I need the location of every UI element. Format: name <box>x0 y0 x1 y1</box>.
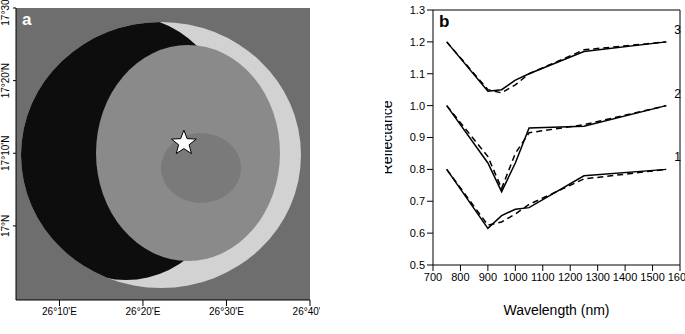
svg-text:0.5: 0.5 <box>410 259 425 271</box>
svg-text:1600: 1600 <box>668 271 685 283</box>
svg-text:0.9: 0.9 <box>410 131 425 143</box>
svg-text:Wavelength (nm): Wavelength (nm) <box>503 302 609 318</box>
svg-text:0.6: 0.6 <box>410 227 425 239</box>
svg-text:1100: 1100 <box>531 271 555 283</box>
svg-text:17°10'N: 17°10'N <box>0 136 11 171</box>
svg-text:1400: 1400 <box>613 271 637 283</box>
html-text:a: a <box>22 10 32 29</box>
svg-text:1: 1 <box>674 150 681 164</box>
svg-text:1.1: 1.1 <box>410 68 425 80</box>
svg-text:26°10'E: 26°10'E <box>42 306 77 317</box>
svg-text:0.7: 0.7 <box>410 195 425 207</box>
svg-text:2: 2 <box>674 87 681 101</box>
svg-text:0.8: 0.8 <box>410 163 425 175</box>
svg-text:1200: 1200 <box>558 271 582 283</box>
svg-text:3: 3 <box>674 23 681 37</box>
svg-text:1.2: 1.2 <box>410 36 425 48</box>
svg-text:26°30'E: 26°30'E <box>209 306 244 317</box>
svg-text:700: 700 <box>424 271 442 283</box>
svg-text:Reflectance: Reflectance <box>385 100 395 174</box>
svg-text:900: 900 <box>479 271 497 283</box>
svg-text:1.3: 1.3 <box>410 4 425 16</box>
svg-text:1500: 1500 <box>640 271 664 283</box>
svg-text:17°20'N: 17°20'N <box>0 63 11 98</box>
svg-text:26°20'E: 26°20'E <box>126 306 161 317</box>
svg-text:26°40'E: 26°40'E <box>293 306 320 317</box>
svg-text:17°N: 17°N <box>0 215 11 237</box>
svg-text:800: 800 <box>451 271 469 283</box>
svg-text:1300: 1300 <box>585 271 609 283</box>
svg-text:1.0: 1.0 <box>410 100 425 112</box>
html-text:b: b <box>439 12 450 31</box>
svg-text:17°30'N: 17°30'N <box>0 0 11 26</box>
svg-text:1000: 1000 <box>503 271 527 283</box>
